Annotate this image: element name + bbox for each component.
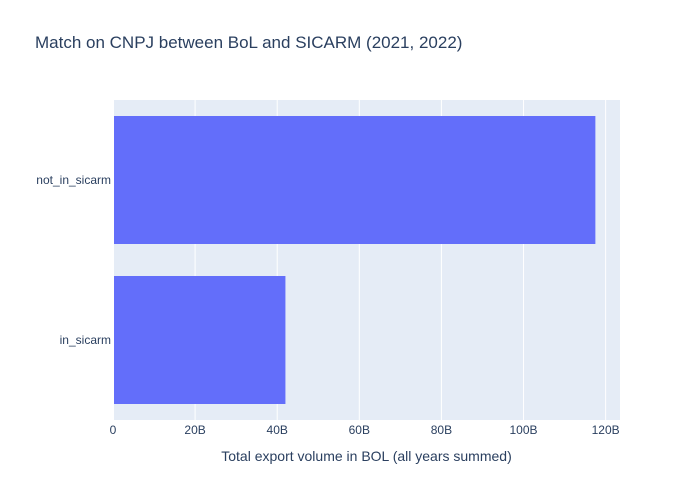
x-tick-label: 80B xyxy=(431,423,452,437)
x-axis-title: Total export volume in BOL (all years su… xyxy=(221,448,511,464)
chart-title: Match on CNPJ between BoL and SICARM (20… xyxy=(35,33,463,52)
y-tick-label: in_sicarm xyxy=(60,333,111,347)
x-tick-label: 120B xyxy=(592,423,620,437)
x-tick-label: 100B xyxy=(510,423,538,437)
x-tick-label: 60B xyxy=(349,423,370,437)
x-tick-label: 40B xyxy=(267,423,288,437)
bar-in_sicarm xyxy=(113,276,286,404)
x-tick-label: 20B xyxy=(184,423,205,437)
x-tick-label: 0 xyxy=(110,423,117,437)
bar-not_in_sicarm xyxy=(113,116,596,244)
y-tick-label: not_in_sicarm xyxy=(36,173,111,187)
